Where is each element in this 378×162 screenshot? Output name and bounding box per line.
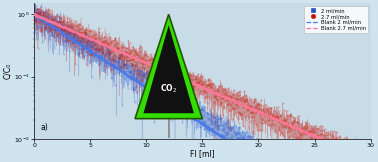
- Y-axis label: C/C₀: C/C₀: [3, 63, 12, 79]
- Polygon shape: [135, 14, 202, 119]
- Text: a): a): [41, 123, 48, 132]
- X-axis label: Fl [ml]: Fl [ml]: [190, 150, 215, 159]
- Legend: 2 ml/min, 2.7 ml/min, Blank 2 ml/min, Blank 2.7 ml/min: 2 ml/min, 2.7 ml/min, Blank 2 ml/min, Bl…: [304, 6, 368, 33]
- Text: CO$_2$: CO$_2$: [160, 83, 177, 95]
- Polygon shape: [143, 25, 194, 113]
